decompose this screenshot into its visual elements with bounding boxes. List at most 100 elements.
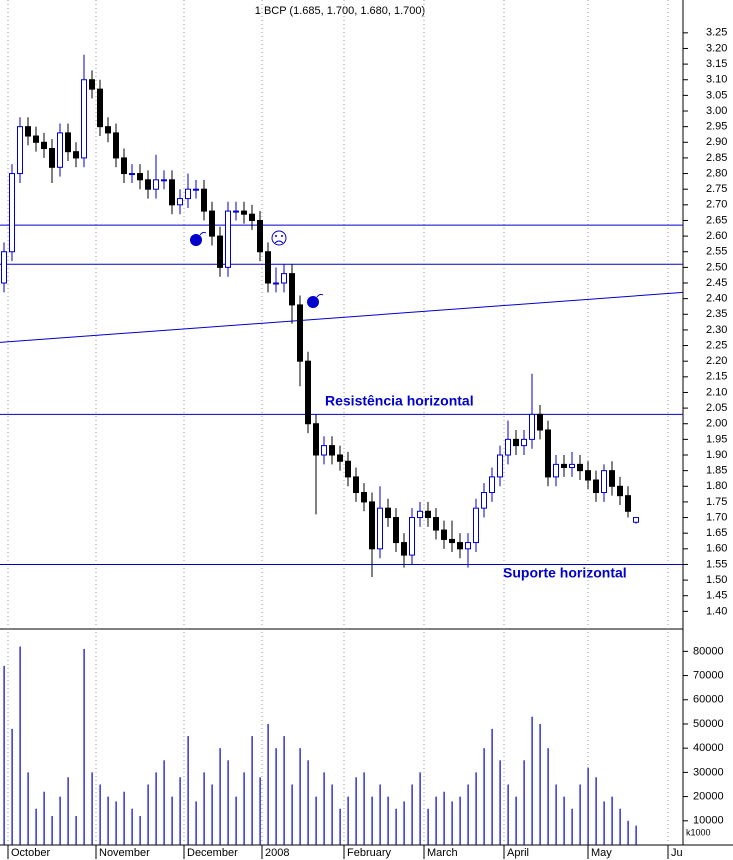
trend-line: [0, 291, 684, 343]
y-tick-label: 10000: [693, 815, 724, 827]
candle-body: [409, 517, 415, 556]
x-tick-label: Ju: [671, 847, 683, 859]
y-tick-label: 2.45: [706, 277, 727, 289]
candle-body: [281, 273, 287, 284]
candle-body: [241, 210, 247, 215]
volume-bar: [467, 784, 469, 845]
x-tick-label: December: [187, 847, 238, 859]
candle-body: [513, 438, 519, 447]
y-tick-label: 2.05: [706, 402, 727, 414]
volume-bar: [595, 777, 597, 845]
volume-bar: [563, 796, 565, 845]
y-tick-label: 2.75: [706, 183, 727, 195]
volume-bar: [243, 772, 245, 845]
volume-bar: [507, 784, 509, 845]
y-tick-label: 2.60: [706, 230, 727, 242]
candle-body: [609, 470, 615, 487]
volume-bar: [27, 772, 29, 845]
y-tick-label: 2.25: [706, 339, 727, 351]
candle-body: [257, 219, 263, 253]
volume-bar: [403, 801, 405, 845]
bomb-icon: [307, 293, 324, 308]
candle-body: [321, 445, 327, 456]
volume-bar: [603, 801, 605, 845]
candle-body: [49, 148, 55, 168]
candle-body: [113, 132, 119, 159]
y-tick-label: 1.50: [706, 574, 727, 586]
volume-bar: [411, 784, 413, 845]
volume-bar: [379, 784, 381, 845]
candle-body: [329, 445, 335, 456]
candle-body: [33, 135, 39, 143]
volume-bar: [19, 646, 21, 845]
y-tick-label: 30000: [693, 766, 724, 778]
candle-body: [449, 538, 455, 544]
y-tick-label: 2.50: [706, 261, 727, 273]
candle-body: [465, 542, 471, 550]
x-tick-label: November: [99, 847, 150, 859]
volume-bar: [539, 723, 541, 845]
y-tick-label: 80000: [693, 645, 724, 657]
volume-bar: [371, 796, 373, 845]
annotation: Resistência horizontal: [325, 393, 474, 409]
volume-bar: [163, 760, 165, 845]
volume-bar: [59, 796, 61, 845]
candle-body: [369, 501, 375, 550]
y-tick-label: 1.75: [706, 496, 727, 508]
y-tick-label: 2.15: [706, 371, 727, 383]
candle-body: [617, 485, 623, 497]
x-tick-label: April: [507, 847, 529, 859]
frown-icon: [271, 230, 287, 246]
candle-body: [273, 282, 279, 285]
candle-body: [177, 198, 183, 206]
candle-body: [185, 188, 191, 200]
volume-bar: [195, 801, 197, 845]
volume-bar: [291, 784, 293, 845]
candle-body: [1, 251, 7, 284]
y-tick-label: 3.10: [706, 74, 727, 86]
volume-bar: [171, 796, 173, 845]
candle-body: [201, 188, 207, 212]
volume-unit: k1000: [686, 827, 711, 837]
candle-body: [129, 173, 135, 176]
y-tick-label: 2.10: [706, 386, 727, 398]
y-tick-label: 3.25: [706, 27, 727, 39]
candle-body: [193, 188, 199, 191]
volume-bar: [227, 760, 229, 845]
y-tick-label: 2.30: [706, 324, 727, 336]
volume-bar: [155, 772, 157, 845]
y-tick-label: 2.90: [706, 136, 727, 148]
volume-bar: [419, 772, 421, 845]
volume-bar: [203, 772, 205, 845]
volume-bar: [99, 784, 101, 845]
volume-bar: [11, 728, 13, 845]
y-tick-label: 3.20: [706, 42, 727, 54]
chart-title: 1 BCP (1.685, 1.700, 1.680, 1.700): [255, 5, 425, 17]
candle-body: [473, 507, 479, 544]
volume-bar: [187, 736, 189, 845]
volume-bar: [139, 815, 141, 845]
candle-body: [137, 173, 143, 181]
volume-bar: [619, 808, 621, 845]
candle-body: [385, 507, 391, 519]
candle-body: [561, 463, 567, 469]
candle-body: [89, 79, 95, 90]
y-tick-label: 1.80: [706, 480, 727, 492]
candle-body: [337, 454, 343, 462]
candle-body: [481, 492, 487, 509]
candle-body: [57, 132, 63, 168]
volume-bar: [3, 665, 5, 845]
y-tick-label: 2.20: [706, 355, 727, 367]
y-tick-label: 1.45: [706, 590, 727, 602]
y-tick-label: 2.35: [706, 308, 727, 320]
candle-body: [601, 470, 607, 494]
candle-body: [457, 542, 463, 550]
candle-body: [497, 454, 503, 478]
volume-bar: [323, 772, 325, 845]
volume-bar: [395, 808, 397, 845]
y-tick-label: 40000: [693, 742, 724, 754]
volume-bar: [339, 808, 341, 845]
candle-body: [161, 179, 167, 182]
